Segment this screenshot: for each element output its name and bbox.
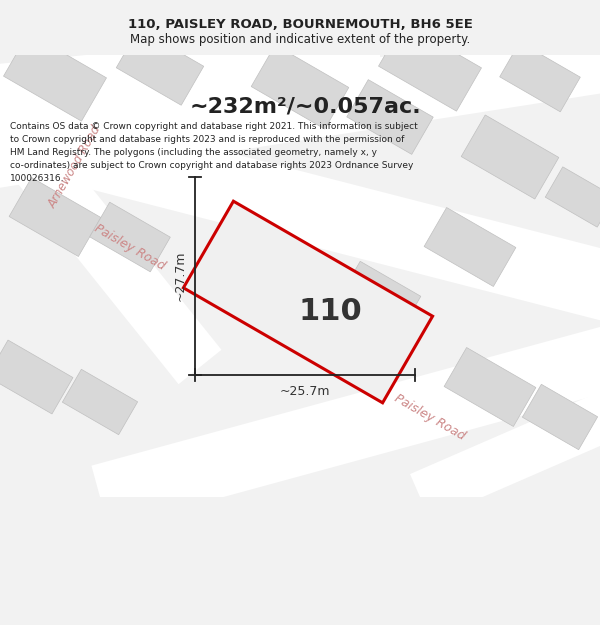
Text: HM Land Registry. The polygons (including the associated geometry, namely x, y: HM Land Registry. The polygons (includin… [10,148,377,157]
Polygon shape [89,202,170,272]
Polygon shape [0,25,383,127]
Polygon shape [0,21,600,192]
Polygon shape [410,374,600,520]
Polygon shape [347,79,433,154]
Polygon shape [116,29,204,105]
Text: 110: 110 [298,298,362,326]
Polygon shape [444,348,536,426]
Polygon shape [461,115,559,199]
Text: Map shows position and indicative extent of the property.: Map shows position and indicative extent… [130,33,470,46]
Polygon shape [0,83,600,331]
Polygon shape [339,261,421,332]
Text: Paisley Road: Paisley Road [92,221,167,272]
Text: ~27.7m: ~27.7m [174,251,187,301]
Polygon shape [379,23,481,111]
Text: co-ordinates) are subject to Crown copyright and database rights 2023 Ordnance S: co-ordinates) are subject to Crown copyr… [10,161,413,170]
Text: Arnewood Road: Arnewood Road [46,123,104,211]
Polygon shape [4,33,106,121]
Polygon shape [523,384,598,450]
Polygon shape [91,316,600,528]
Polygon shape [424,208,516,286]
Text: 100026316.: 100026316. [10,174,65,183]
Text: Paisley Road: Paisley Road [392,391,467,442]
Polygon shape [9,177,101,256]
Text: ~25.7m: ~25.7m [280,385,330,398]
Text: ~232m²/~0.057ac.: ~232m²/~0.057ac. [189,97,421,117]
Polygon shape [251,45,349,129]
Polygon shape [545,167,600,227]
Polygon shape [184,201,433,402]
Polygon shape [0,340,73,414]
Polygon shape [500,42,580,112]
Polygon shape [0,38,221,384]
Text: Contains OS data © Crown copyright and database right 2021. This information is : Contains OS data © Crown copyright and d… [10,122,418,131]
Text: to Crown copyright and database rights 2023 and is reproduced with the permissio: to Crown copyright and database rights 2… [10,135,404,144]
Text: 110, PAISLEY ROAD, BOURNEMOUTH, BH6 5EE: 110, PAISLEY ROAD, BOURNEMOUTH, BH6 5EE [128,18,472,31]
Polygon shape [62,369,137,435]
